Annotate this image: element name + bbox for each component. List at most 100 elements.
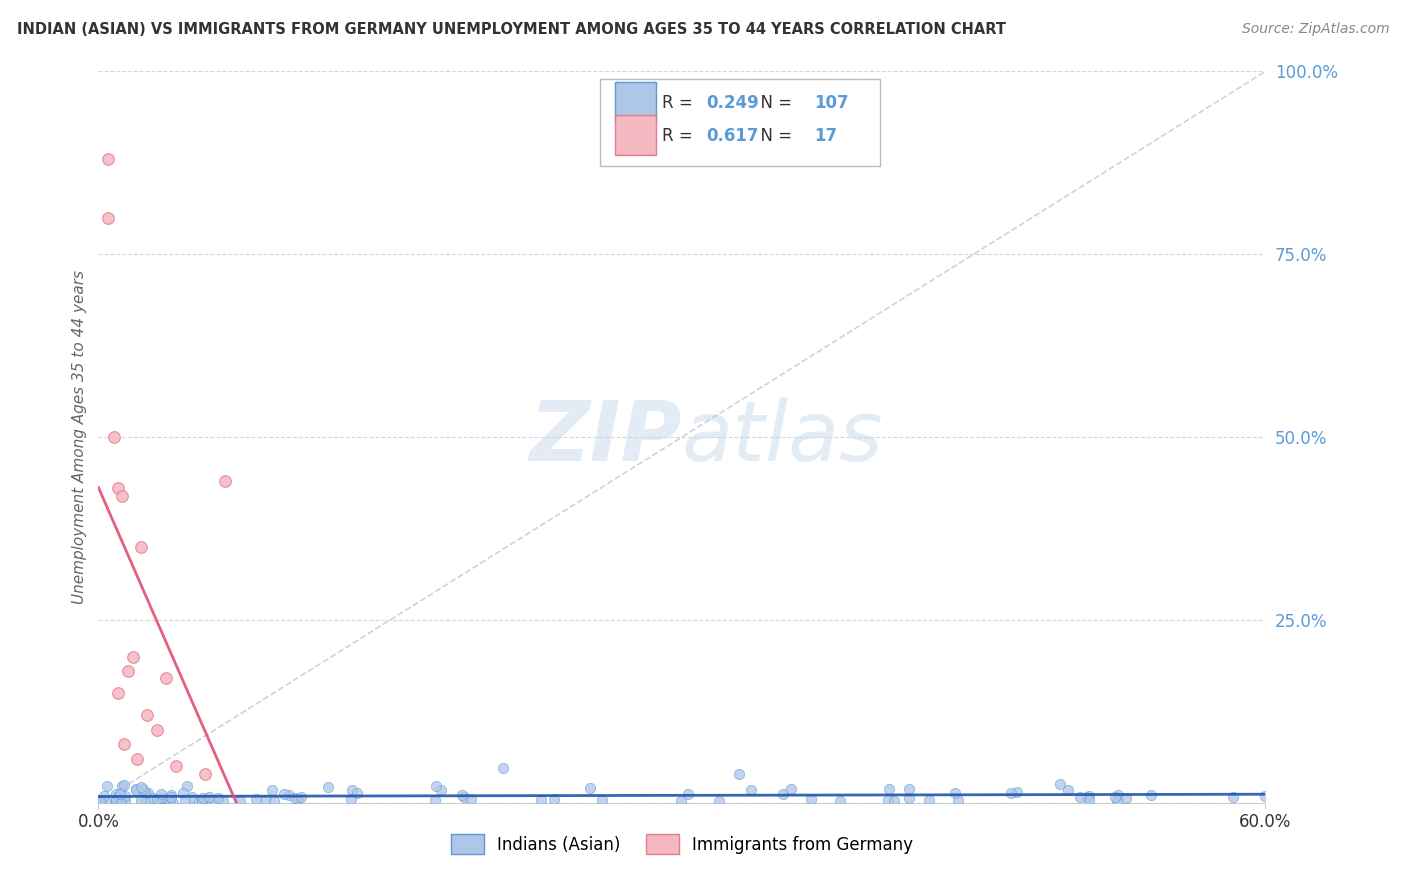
Point (129, 793, 152, 807)
Point (425, 779, 447, 793)
Point (105, 787, 128, 801)
Point (676, 787, 699, 801)
Point (318, 780, 340, 795)
Point (138, 786, 160, 800)
Point (214, 474, 236, 488)
Text: N =: N = (749, 127, 797, 145)
Point (122, 649, 145, 664)
Point (194, 766, 217, 780)
Point (211, 795, 233, 809)
Point (195, 794, 218, 808)
Point (114, 795, 136, 809)
Point (1069, 790, 1091, 805)
Point (125, 783, 148, 797)
Point (107, 794, 129, 808)
Point (1140, 789, 1163, 803)
Point (530, 792, 553, 806)
Point (96, 794, 118, 808)
Point (134, 785, 156, 799)
Point (728, 767, 751, 781)
Point (111, 779, 134, 793)
Point (578, 780, 600, 795)
Text: 0.617: 0.617 (706, 127, 759, 145)
Point (129, 540, 152, 554)
Point (591, 793, 613, 807)
Point (112, 778, 135, 792)
Point (707, 794, 730, 808)
Text: R =: R = (662, 94, 697, 112)
Point (263, 794, 285, 808)
Point (112, 737, 135, 751)
Point (157, 792, 180, 806)
Text: INDIAN (ASIAN) VS IMMIGRANTS FROM GERMANY UNEMPLOYMENT AMONG AGES 35 TO 44 YEARS: INDIAN (ASIAN) VS IMMIGRANTS FROM GERMAN… (17, 22, 1005, 37)
Point (104, 795, 127, 809)
Point (287, 792, 309, 806)
Text: 0.249: 0.249 (706, 94, 759, 112)
Point (460, 792, 482, 806)
Point (278, 788, 301, 802)
Point (207, 791, 229, 805)
Point (740, 782, 762, 797)
Point (877, 781, 900, 796)
Point (172, 786, 194, 800)
Y-axis label: Unemployment Among Ages 35 to 44 years: Unemployment Among Ages 35 to 44 years (72, 270, 87, 604)
Point (1007, 785, 1029, 799)
Point (800, 792, 823, 806)
Point (943, 786, 966, 800)
Point (193, 791, 215, 805)
Point (450, 788, 472, 802)
Point (127, 752, 149, 766)
Point (883, 794, 905, 808)
Point (160, 788, 183, 802)
Text: atlas: atlas (682, 397, 883, 477)
Point (339, 792, 361, 806)
Point (273, 787, 295, 801)
Point (897, 790, 920, 805)
Point (149, 791, 172, 805)
Point (1105, 794, 1128, 808)
Point (1049, 777, 1071, 791)
Point (918, 793, 941, 807)
Point (290, 790, 312, 805)
Point (146, 792, 169, 806)
Point (188, 795, 211, 809)
Point (104, 793, 127, 807)
Point (103, 430, 125, 444)
Point (671, 794, 693, 808)
FancyBboxPatch shape (600, 78, 880, 167)
Point (165, 759, 187, 773)
Point (1076, 789, 1098, 804)
Text: N =: N = (749, 94, 797, 112)
Point (107, 481, 129, 495)
Point (148, 791, 170, 805)
Text: ZIP: ZIP (529, 397, 682, 477)
Point (245, 792, 267, 806)
Point (114, 789, 136, 803)
Point (136, 708, 159, 723)
Point (93, 789, 115, 804)
Point (1115, 791, 1137, 805)
Point (779, 782, 801, 797)
Point (156, 792, 179, 806)
Point (176, 780, 198, 794)
Point (1057, 783, 1080, 797)
Point (97, 211, 120, 225)
Point (173, 793, 195, 807)
Point (96, 780, 118, 794)
Point (1104, 789, 1126, 804)
Point (946, 793, 969, 807)
Point (254, 793, 277, 807)
Point (180, 790, 202, 805)
Point (111, 489, 134, 503)
Point (877, 793, 900, 807)
Point (108, 795, 131, 809)
FancyBboxPatch shape (616, 115, 657, 155)
Point (107, 790, 129, 805)
Point (90, 793, 112, 807)
Point (898, 781, 921, 796)
Point (342, 782, 364, 797)
Point (284, 790, 307, 805)
Point (110, 788, 132, 802)
Point (155, 672, 177, 686)
Point (110, 796, 132, 810)
